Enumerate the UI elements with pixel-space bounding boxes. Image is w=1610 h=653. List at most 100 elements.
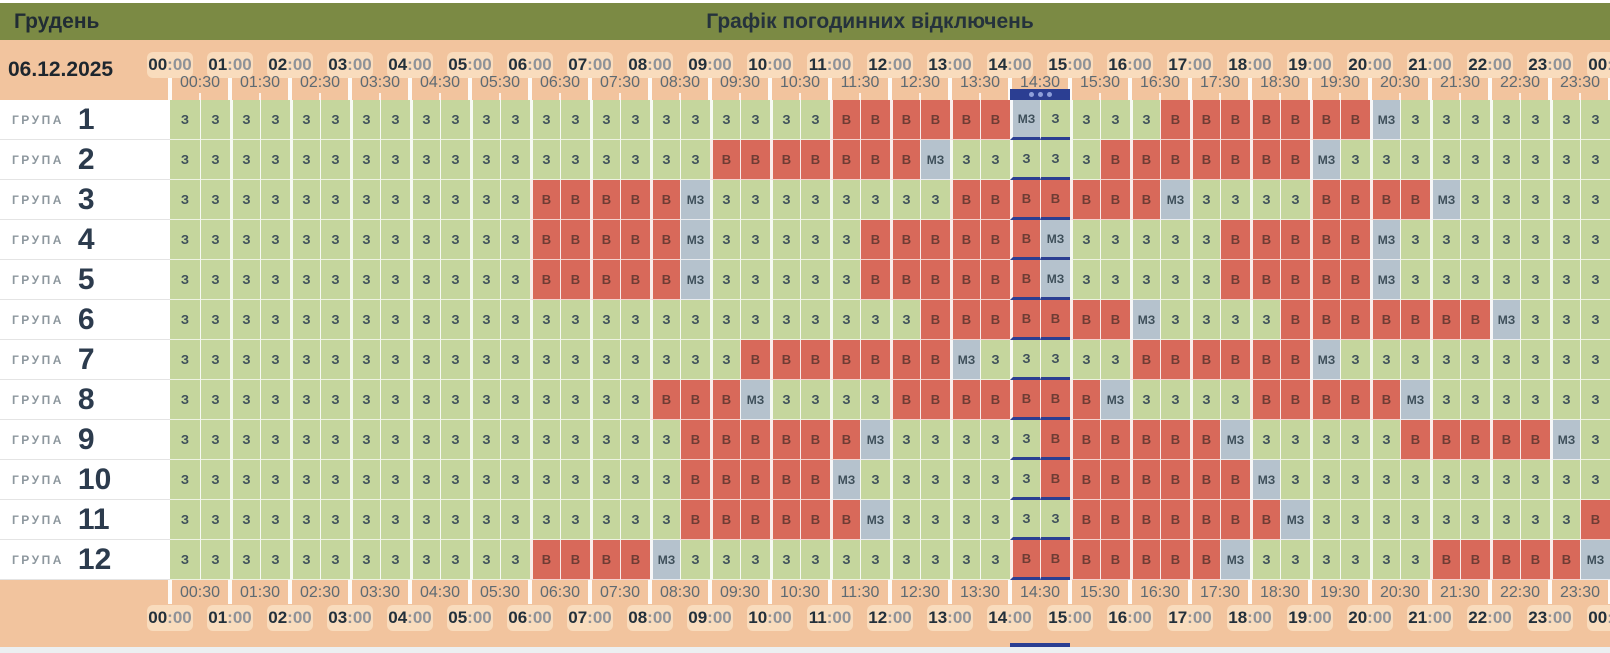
schedule-cell: В [1100, 300, 1130, 340]
schedule-cell: З [1370, 540, 1400, 580]
half-hour-label: 21:30 [1439, 584, 1481, 601]
schedule-cell: З [350, 300, 380, 340]
schedule-cell: З [1010, 500, 1040, 540]
hour-label: 23:00 [1527, 52, 1573, 78]
half-hour-label: 10:30 [779, 74, 821, 91]
hour-label: 04:00 [387, 52, 433, 78]
half-hour-tick [1579, 93, 1581, 100]
hour-gridline [948, 78, 952, 100]
schedule-cell: В [1010, 260, 1040, 300]
schedule-cell: З [530, 100, 560, 140]
schedule-cell: З [380, 380, 410, 420]
hour-label: 22:00 [1467, 605, 1513, 631]
schedule-cell: В [650, 260, 680, 300]
half-hour-label: 17:30 [1199, 584, 1241, 601]
schedule-cell: В [1100, 500, 1130, 540]
schedule-cell: З [500, 300, 530, 340]
schedule-cell: З [320, 220, 350, 260]
half-hour-label: 06:30 [539, 74, 581, 91]
schedule-cell: З [710, 260, 740, 300]
schedule-cell: З [1370, 460, 1400, 500]
schedule-cell: З [470, 500, 500, 540]
schedule-cell: В [710, 140, 740, 180]
schedule-cell: З [830, 180, 860, 220]
hour-gridline [648, 78, 652, 100]
schedule-cell: З [710, 340, 740, 380]
schedule-cell: З [1370, 340, 1400, 380]
half-hour-tick [1339, 93, 1341, 100]
half-hour-tick [559, 93, 561, 100]
hour-label: 17:00 [1167, 52, 1213, 78]
hour-gridline [828, 78, 832, 100]
schedule-cell: З [1520, 220, 1550, 260]
hour-gridline [1548, 78, 1552, 100]
schedule-cell: З [170, 220, 200, 260]
schedule-cell: З [440, 220, 470, 260]
hour-gridline [1188, 580, 1192, 604]
schedule-cell: В [1280, 140, 1310, 180]
schedule-cell: В [1070, 540, 1100, 580]
schedule-cell: В [530, 180, 560, 220]
schedule-cell: З [1040, 340, 1070, 380]
schedule-cell: В [650, 380, 680, 420]
group-label-text: ГРУПА [12, 472, 64, 487]
schedule-cell: В [1310, 100, 1340, 140]
schedule-cell: З [230, 300, 260, 340]
schedule-cell: В [1550, 540, 1580, 580]
schedule-cell: З [710, 180, 740, 220]
schedule-cell: В [560, 220, 590, 260]
group-label: ГРУПА 8 [0, 380, 170, 420]
half-hour-label: 05:30 [479, 74, 521, 91]
group-row: ГРУПА 5 З З З З З З З З З З З З В В В В В МЗ З З З З З В В В В В В МЗ З З… [0, 260, 1610, 300]
half-hour-label: 13:30 [959, 74, 1001, 91]
ellipsis-dot-icon [1046, 92, 1052, 97]
schedule-cell: З [320, 100, 350, 140]
half-hour-label: 23:30 [1559, 74, 1601, 91]
group-label: ГРУПА 6 [0, 300, 170, 340]
schedule-cell: З [1190, 180, 1220, 220]
group-label-text: ГРУПА [12, 272, 64, 287]
schedule-cell: З [380, 540, 410, 580]
schedule-cell: МЗ [1490, 300, 1520, 340]
schedule-cell: З [620, 140, 650, 180]
schedule-cell: З [200, 300, 230, 340]
schedule-cell: З [1520, 140, 1550, 180]
schedule-cell: З [380, 500, 410, 540]
hour-gridline [408, 580, 412, 604]
hour-gridline [888, 580, 892, 604]
schedule-cell: З [530, 380, 560, 420]
half-hour-label: 06:30 [539, 584, 581, 601]
schedule-cell: В [1010, 380, 1040, 420]
schedule-cell: МЗ [1160, 180, 1190, 220]
half-hour-label: 02:30 [299, 74, 341, 91]
schedule-cell: В [1220, 460, 1250, 500]
half-hour-tick [439, 93, 441, 100]
hour-label: 20:00 [1347, 52, 1393, 78]
schedule-cell: З [260, 340, 290, 380]
schedule-cell: З [1010, 420, 1040, 460]
group-number: 10 [77, 462, 112, 496]
schedule-cell: В [1280, 380, 1310, 420]
schedule-cell: З [350, 260, 380, 300]
schedule-cell: З [1580, 180, 1610, 220]
schedule-cell: З [260, 460, 290, 500]
schedule-cell: З [1400, 220, 1430, 260]
schedule-cell: З [440, 100, 470, 140]
schedule-cell: МЗ [830, 460, 860, 500]
schedule-cell: В [1370, 180, 1400, 220]
schedule-cell: В [920, 300, 950, 340]
schedule-cell: МЗ [1370, 220, 1400, 260]
schedule-cell: З [1250, 180, 1280, 220]
hour-gridline [1608, 580, 1610, 604]
time-footer: 00:00 01:00 02:00 03:00 04:00 05:00 06:00 07:00… [0, 580, 1610, 647]
schedule-cell: З [1550, 220, 1580, 260]
schedule-cell: З [500, 340, 530, 380]
schedule-cell: З [380, 100, 410, 140]
schedule-cell: В [860, 260, 890, 300]
schedule-cell: МЗ [1010, 100, 1040, 140]
hour-label: 23:00 [1527, 605, 1573, 631]
schedule-cell: З [1370, 500, 1400, 540]
schedule-cell: З [230, 540, 260, 580]
schedule-cell: В [560, 540, 590, 580]
schedule-cell: З [1040, 500, 1070, 540]
